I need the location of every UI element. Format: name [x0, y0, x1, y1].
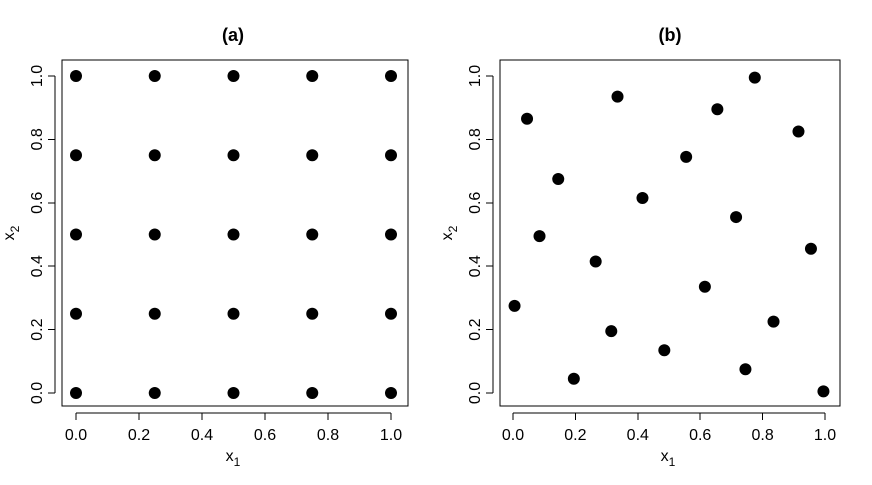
y-tick-label: 0.4	[29, 255, 46, 277]
scatter-point	[567, 372, 580, 385]
scatter-point	[817, 385, 830, 398]
y-axis-label-sub: 2	[446, 225, 460, 232]
scatter-point	[767, 315, 780, 328]
y-axis-label-base: x	[439, 232, 456, 240]
y-tick-label: 0.0	[467, 382, 484, 404]
plot-frame	[61, 59, 409, 407]
scatter-point	[385, 149, 397, 162]
scatter-point	[521, 112, 534, 125]
scatter-point	[306, 149, 319, 162]
scatter-point	[605, 325, 618, 338]
x-tick-label: 0.2	[564, 427, 586, 444]
x-axis-label: x1	[226, 448, 241, 469]
x-axis-label-sub: 1	[234, 455, 241, 469]
x-tick-label: 0.6	[254, 427, 276, 444]
x-tick-label: 0.8	[751, 427, 773, 444]
scatter-point	[508, 299, 521, 312]
scatter-point	[385, 387, 397, 399]
y-tick-label: 0.0	[29, 382, 46, 404]
scatter-point	[698, 280, 711, 293]
x-tick-label: 1.0	[380, 427, 402, 444]
scatter-point	[385, 307, 397, 320]
scatter-point	[804, 242, 817, 255]
scatter-point	[658, 344, 671, 357]
scatter-point	[148, 228, 161, 241]
scatter-point	[227, 387, 240, 399]
scatter-point	[148, 387, 161, 399]
y-axis-label-base: x	[1, 232, 18, 240]
scatter-point	[70, 387, 82, 399]
panel-a: (a) 0.0 0.2 0.4 0.6 0.8 1.0 0.0 0.2 0.4 0.6 0.8 1.0 x…	[1, 25, 409, 469]
scatter-point	[730, 211, 743, 224]
scatter-point	[739, 363, 752, 376]
chart-title: (b)	[659, 25, 682, 45]
scatter-point	[306, 307, 319, 320]
scatter-point	[227, 307, 240, 320]
panel-b: (b) 0.0 0.2 0.4 0.6 0.8 1.0 0.0 0.2 0.4 0.6 0.8 1.0 x…	[439, 25, 841, 469]
chart-title: (a)	[222, 25, 244, 45]
scatter-point	[227, 228, 240, 241]
x-tick-label: 0.0	[502, 427, 524, 444]
scatter-point	[552, 173, 565, 186]
x-axis-label-base: x	[661, 448, 669, 465]
y-tick-label: 0.4	[467, 255, 484, 277]
scatter-point	[636, 192, 649, 205]
y-tick-label: 0.6	[29, 192, 46, 214]
scatter-point	[306, 228, 319, 241]
y-tick-label: 0.6	[467, 192, 484, 214]
scatter-point	[227, 70, 240, 82]
y-tick-label: 1.0	[467, 65, 484, 87]
y-axis-label: x2	[1, 225, 22, 240]
scatter-point	[611, 90, 624, 103]
scatter-point	[385, 228, 397, 241]
scatter-point	[227, 149, 240, 162]
x-tick-label: 0.0	[65, 427, 87, 444]
scatter-point	[70, 307, 82, 320]
scatter-point	[70, 149, 82, 162]
scatter-point	[589, 255, 602, 268]
y-tick-label: 0.8	[29, 128, 46, 150]
y-axis-label: x2	[439, 225, 460, 240]
y-tick-label: 0.2	[467, 318, 484, 340]
y-axis-label-sub: 2	[8, 225, 22, 232]
x-tick-label: 0.4	[627, 427, 649, 444]
scatter-point	[148, 149, 161, 162]
scatter-point	[680, 150, 693, 163]
x-tick-label: 0.2	[128, 427, 150, 444]
scatter-point	[792, 125, 805, 138]
scatter-point	[385, 70, 397, 82]
x-axis-label: x1	[661, 448, 676, 469]
y-tick-label: 0.2	[29, 318, 46, 340]
x-tick-label: 0.4	[191, 427, 213, 444]
scatter-point	[70, 228, 82, 241]
scatter-point	[70, 70, 82, 82]
scatter-point	[148, 70, 161, 82]
plot-frame	[499, 59, 841, 407]
scatter-point	[148, 307, 161, 320]
scatter-point	[533, 230, 546, 243]
x-tick-label: 0.6	[689, 427, 711, 444]
scatter-point	[306, 387, 319, 399]
scatter-point	[748, 71, 761, 84]
scatter-point	[711, 103, 724, 116]
x-tick-label: 0.8	[317, 427, 339, 444]
x-axis-label-base: x	[226, 448, 234, 465]
x-tick-label: 1.0	[814, 427, 836, 444]
scatter-point	[306, 70, 319, 82]
y-tick-label: 1.0	[29, 65, 46, 87]
y-tick-label: 0.8	[467, 128, 484, 150]
x-axis-label-sub: 1	[669, 455, 676, 469]
